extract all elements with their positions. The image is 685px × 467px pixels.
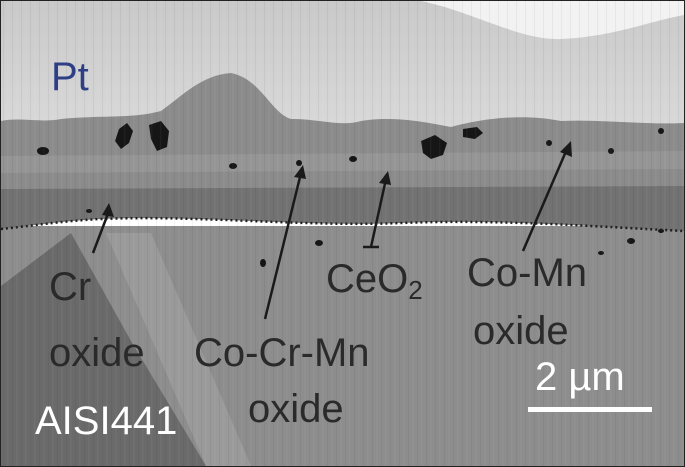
arrow-cr-oxide	[91, 210, 111, 254]
comn-oxide-label-line2: oxide	[473, 309, 569, 353]
arrow-comn	[521, 148, 569, 252]
pt-label: Pt	[51, 55, 89, 99]
scale-bar-label: 2 µm	[535, 355, 625, 399]
ceo2-label-base: CeO	[326, 257, 409, 301]
comn-oxide-label-line1: Co-Mn	[467, 251, 588, 295]
annotation-arrows	[91, 148, 569, 320]
ceo2-label: CeO2	[326, 259, 423, 303]
cr-oxide-label-line2: oxide	[49, 331, 145, 375]
arrow-cocrmn	[263, 172, 303, 320]
cr-oxide-label-line1: Cr	[49, 265, 92, 309]
scale-bar-line	[528, 407, 652, 412]
cocrmn-oxide-label-line2: oxide	[248, 387, 344, 431]
arrow-heads	[102, 141, 572, 217]
ceo2-label-subscript: 2	[408, 275, 423, 305]
substrate-label: AISI441	[35, 399, 178, 443]
cocrmn-oxide-label-line1: Co-Cr-Mn	[194, 331, 370, 375]
arrow-ceo2	[369, 178, 388, 248]
